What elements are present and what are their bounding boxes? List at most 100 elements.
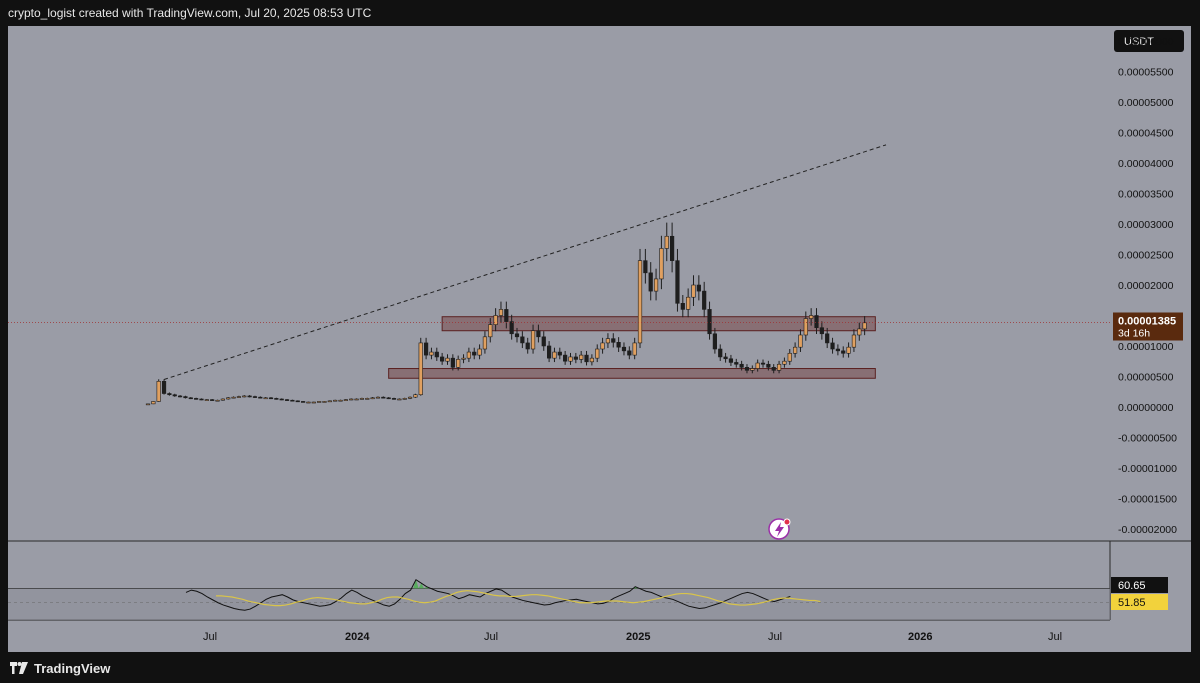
candle-body xyxy=(509,321,514,335)
candle-body xyxy=(488,324,493,338)
candle-body xyxy=(504,309,509,322)
currency-label[interactable]: USDT xyxy=(1124,36,1154,48)
candle-body xyxy=(263,397,268,400)
price-tick-label: 0.00003000 xyxy=(1118,219,1174,231)
candle-body xyxy=(605,338,611,344)
rsi-value-label: 60.65 xyxy=(1118,580,1146,592)
candle-body xyxy=(199,398,204,401)
price-tick-label: 0.00001000 xyxy=(1118,341,1174,353)
lightning-alert-icon[interactable] xyxy=(768,518,791,540)
candle-body xyxy=(151,401,156,405)
candle-body xyxy=(546,345,552,359)
candle-body xyxy=(258,396,263,399)
candle-body xyxy=(327,400,332,403)
rsi-pane xyxy=(8,579,1110,620)
candle-body xyxy=(493,315,498,325)
candle-body xyxy=(595,348,600,359)
rsi-overbought-fill xyxy=(413,579,638,589)
current-price-label: 0.00001385 xyxy=(1118,316,1176,328)
candle-body xyxy=(354,398,359,401)
zone-0 xyxy=(441,316,876,332)
candle-body xyxy=(841,350,846,354)
time-tick-label: 2026 xyxy=(908,631,932,643)
candle-body xyxy=(220,398,225,401)
candle-body xyxy=(723,356,728,360)
candle-body xyxy=(664,235,669,249)
candle-body xyxy=(514,333,520,338)
price-tick-label: 0.00006000 xyxy=(1118,36,1174,48)
candle-body xyxy=(477,348,482,356)
candle-body xyxy=(766,363,771,368)
candle-body xyxy=(520,336,525,344)
candle-body xyxy=(680,303,685,310)
candle-body xyxy=(616,342,621,348)
time-tick-label: 2024 xyxy=(345,631,370,643)
candle-body xyxy=(274,398,279,400)
time-axis[interactable]: Jul 2024 Jul 2025 Jul 2026 Jul xyxy=(203,631,1062,643)
currency-badge[interactable] xyxy=(1114,30,1184,52)
candle-body xyxy=(825,333,830,344)
time-tick-label: Jul xyxy=(203,631,217,643)
time-tick-label: 2025 xyxy=(626,631,650,643)
candle-body xyxy=(450,357,455,368)
candle-body xyxy=(563,354,568,362)
candle-body xyxy=(637,260,643,344)
rsi-band-fill xyxy=(8,588,1110,620)
alert-dot-icon xyxy=(783,518,791,526)
rsi-ma-line xyxy=(216,590,821,607)
candle-body xyxy=(397,398,402,401)
candle-body xyxy=(728,358,734,363)
zone-1 xyxy=(388,368,876,379)
candle-body xyxy=(686,296,691,310)
time-tick-label: Jul xyxy=(484,631,498,643)
candle-body xyxy=(670,235,675,261)
candle-body xyxy=(461,357,466,360)
candle-body xyxy=(375,396,381,399)
price-tick-label: 0.00004000 xyxy=(1118,158,1174,170)
candle-body xyxy=(809,315,814,319)
candle-body xyxy=(573,356,578,360)
lightning-bolt-icon[interactable] xyxy=(775,522,784,537)
candle-body xyxy=(268,397,274,400)
price-tick-label: -0.00001000 xyxy=(1118,463,1177,475)
candle-body xyxy=(215,399,220,402)
candle-body xyxy=(776,363,782,371)
candle-body xyxy=(814,315,819,328)
candle-body xyxy=(311,401,316,404)
chart-panel[interactable]: USDT 0.00006000 0.00005500 0.00005000 0.0000… xyxy=(8,26,1191,652)
candle-body xyxy=(226,397,231,400)
candles xyxy=(145,222,867,406)
candle-body xyxy=(611,338,616,343)
price-tick-label: 0.00004500 xyxy=(1118,128,1174,140)
candle-body xyxy=(659,248,664,280)
candle-body xyxy=(204,399,209,401)
candle-body xyxy=(413,394,418,398)
candle-body xyxy=(177,395,183,398)
candle-body xyxy=(386,397,391,400)
candle-body xyxy=(771,367,776,371)
candle-body xyxy=(830,342,835,350)
candle-body xyxy=(322,401,327,403)
candle-body xyxy=(370,397,375,400)
rsi-ma-badge xyxy=(1111,594,1168,610)
candle-body xyxy=(440,356,445,362)
candle-body xyxy=(306,401,311,404)
candle-body xyxy=(300,401,306,403)
support-resistance-zones xyxy=(388,316,876,379)
price-tick-label: -0.00001500 xyxy=(1118,493,1177,505)
price-tick-label: 0.00003500 xyxy=(1118,189,1174,201)
candle-body xyxy=(236,396,242,398)
candle-body xyxy=(338,399,343,402)
candle-body xyxy=(744,367,750,371)
candle-body xyxy=(787,352,792,362)
candle-body xyxy=(210,399,215,401)
price-tick-label: -0.00000500 xyxy=(1118,432,1177,444)
candle-body xyxy=(252,396,258,398)
candle-body xyxy=(782,360,787,365)
candle-body xyxy=(429,351,434,356)
candle-body xyxy=(525,342,530,350)
candle-body xyxy=(579,354,584,360)
